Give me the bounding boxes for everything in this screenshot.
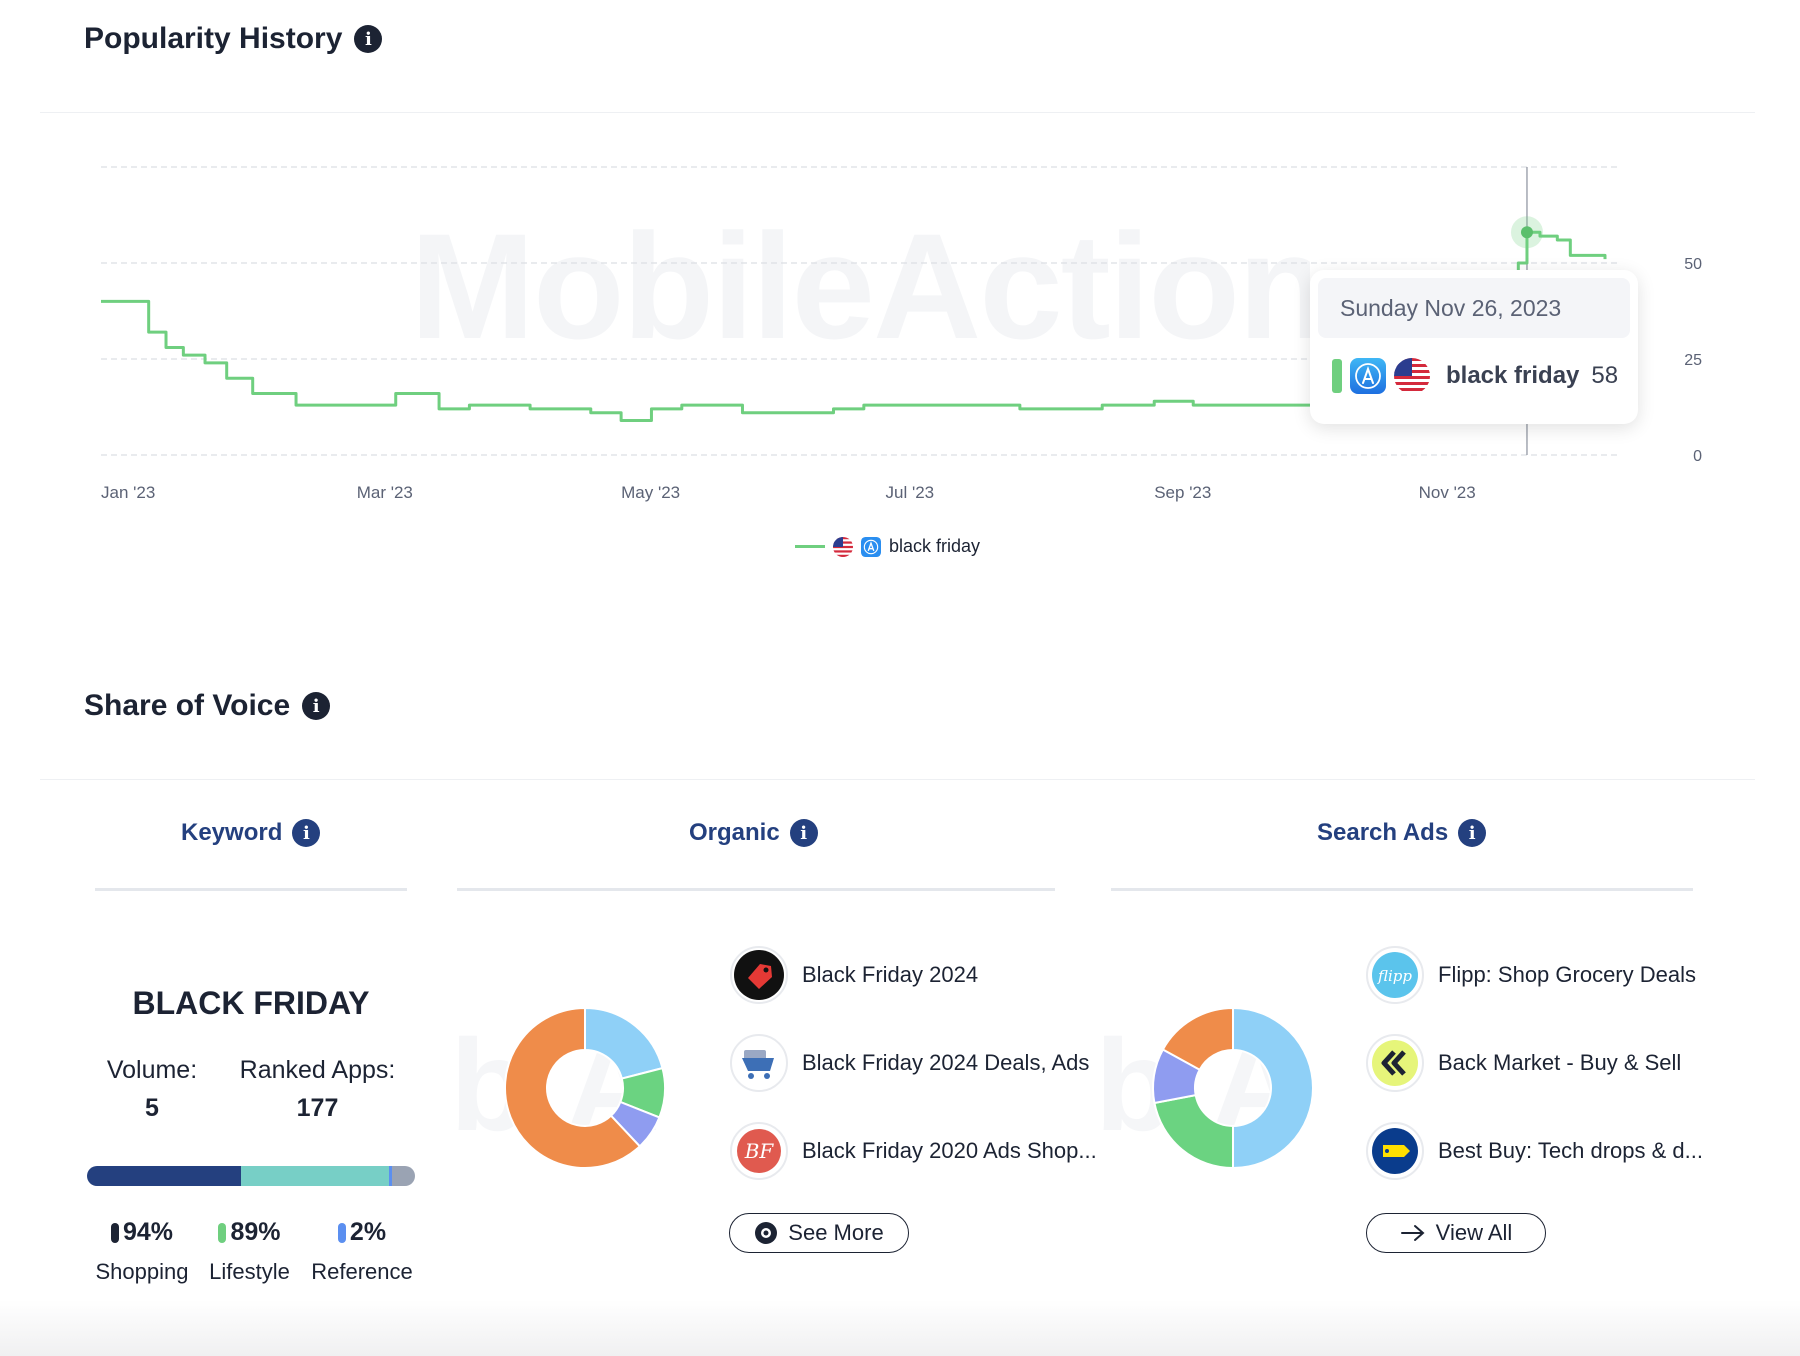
tooltip-value: 58 <box>1591 362 1619 389</box>
watermark: MobileAction <box>410 202 1310 370</box>
app-store-icon <box>1350 358 1386 394</box>
x-tick-label: May '23 <box>621 483 680 502</box>
chart-tooltip: Sunday Nov 26, 2023 black friday 58 <box>1310 270 1638 424</box>
app-icon-shopping-cart <box>730 1034 788 1092</box>
x-tick-label: Mar '23 <box>357 483 413 502</box>
ranked-apps-label: Ranked Apps: <box>239 1056 396 1084</box>
popularity-history-title: Popularity History i <box>84 22 383 56</box>
app-icon-black-friday-2024 <box>730 946 788 1004</box>
chart-legend[interactable]: black friday <box>795 536 980 557</box>
info-icon[interactable]: i <box>354 25 383 53</box>
sov-divider <box>40 779 1755 780</box>
list-item[interactable]: Back Market - Buy & Sell <box>1366 1034 1703 1092</box>
list-item[interactable]: Best Buy: Tech drops & d... <box>1366 1122 1703 1180</box>
volume-value: 5 <box>145 1094 159 1122</box>
app-icon-bf-badge: BF <box>730 1122 788 1180</box>
x-tick-label: Nov '23 <box>1419 483 1476 502</box>
category-bar-segment[interactable] <box>87 1166 242 1186</box>
category-bar-segment[interactable] <box>392 1166 415 1186</box>
svg-text:flipp: flipp <box>1377 967 1412 985</box>
tab-keyword[interactable]: Keyword i <box>181 819 321 847</box>
tooltip-keyword: black friday <box>1446 362 1580 389</box>
category-reference: 2% Reference <box>311 1218 413 1284</box>
info-icon[interactable]: i <box>302 692 331 720</box>
hover-point[interactable] <box>1520 226 1533 239</box>
popularity-line-chart[interactable]: 50 25 0 Jan '23 Mar '23 May '23 Jul '23 Sep '2… <box>0 130 1800 570</box>
list-item[interactable]: BF Black Friday 2020 Ads Shop... <box>730 1122 1097 1180</box>
y-tick-label: 50 <box>1684 256 1702 273</box>
volume-label: Volume: <box>106 1056 198 1084</box>
donut-slice[interactable] <box>504 1006 642 1169</box>
info-icon[interactable]: i <box>789 819 818 847</box>
y-axis-ticks: 50 25 0 <box>1684 256 1702 465</box>
arrow-right-icon <box>1400 1225 1425 1241</box>
series-color-swatch <box>1332 359 1342 393</box>
tooltip-row: black friday 58 <box>1332 358 1618 394</box>
organic-donut-chart[interactable] <box>500 1003 670 1173</box>
list-item[interactable]: Black Friday 2024 Deals, Ads <box>730 1034 1097 1092</box>
legend-label: black friday <box>889 536 981 556</box>
eye-icon <box>755 1222 778 1244</box>
category-color-pill <box>218 1222 227 1243</box>
us-flag-icon <box>833 536 853 557</box>
y-tick-label: 0 <box>1693 448 1702 465</box>
list-item[interactable]: flipp Flipp: Shop Grocery Deals <box>1366 946 1703 1004</box>
header-divider <box>40 112 1755 113</box>
category-percentages: 94% Shopping 89% Lifestyle 2% Reference <box>92 1218 417 1285</box>
x-tick-label: Sep '23 <box>1154 483 1211 502</box>
y-tick-label: 25 <box>1684 352 1702 369</box>
donut-slice[interactable] <box>1153 1093 1234 1170</box>
category-shopping: 94% Shopping <box>95 1218 189 1284</box>
ranked-apps-value: 177 <box>296 1094 339 1122</box>
us-flag-icon <box>1394 358 1430 394</box>
category-bar-segment[interactable] <box>388 1166 393 1186</box>
tab-underline-organic <box>457 888 1055 891</box>
tooltip-date: Sunday Nov 26, 2023 <box>1318 278 1630 338</box>
tab-organic[interactable]: Organic i <box>689 819 818 847</box>
category-share-bar[interactable] <box>87 1166 415 1186</box>
donut-slice[interactable] <box>1232 1006 1314 1170</box>
view-all-button[interactable]: View All <box>1366 1213 1546 1253</box>
tab-search-ads[interactable]: Search Ads i <box>1317 819 1487 847</box>
see-more-button[interactable]: See More <box>729 1213 909 1253</box>
category-bar-segment[interactable] <box>241 1166 389 1186</box>
tab-underline-search-ads <box>1111 888 1693 891</box>
info-icon[interactable]: i <box>292 819 321 847</box>
app-icon-best-buy <box>1366 1122 1424 1180</box>
search-ads-donut-chart[interactable] <box>1148 1003 1318 1173</box>
donut-slice[interactable] <box>1161 1006 1234 1072</box>
x-axis-ticks: Jan '23 Mar '23 May '23 Jul '23 Sep '23 Nov '… <box>101 483 1476 502</box>
organic-app-list: Black Friday 2024 Black Friday 2024 Deal… <box>730 946 1097 1180</box>
share-of-voice-title: Share of Voice i <box>84 689 331 723</box>
tab-underline-keyword <box>95 888 407 891</box>
x-tick-label: Jul '23 <box>886 483 935 502</box>
svg-text:BF: BF <box>744 1139 775 1163</box>
info-icon[interactable]: i <box>1458 819 1487 847</box>
donut-slice[interactable] <box>584 1006 664 1080</box>
x-tick-label: Jan '23 <box>101 483 155 502</box>
list-item[interactable]: Black Friday 2024 <box>730 946 1097 1004</box>
app-store-icon <box>861 536 881 557</box>
category-color-pill <box>337 1222 346 1243</box>
bottom-fade <box>0 1300 1800 1356</box>
legend-line-swatch <box>795 545 825 548</box>
app-icon-flipp: flipp <box>1366 946 1424 1004</box>
category-color-pill <box>110 1222 119 1243</box>
search-ads-app-list: flipp Flipp: Shop Grocery Deals Back Mar… <box>1366 946 1703 1180</box>
category-lifestyle: 89% Lifestyle <box>209 1218 290 1284</box>
keyword-name: BLACK FRIDAY <box>132 985 370 1021</box>
app-icon-back-market <box>1366 1034 1424 1092</box>
